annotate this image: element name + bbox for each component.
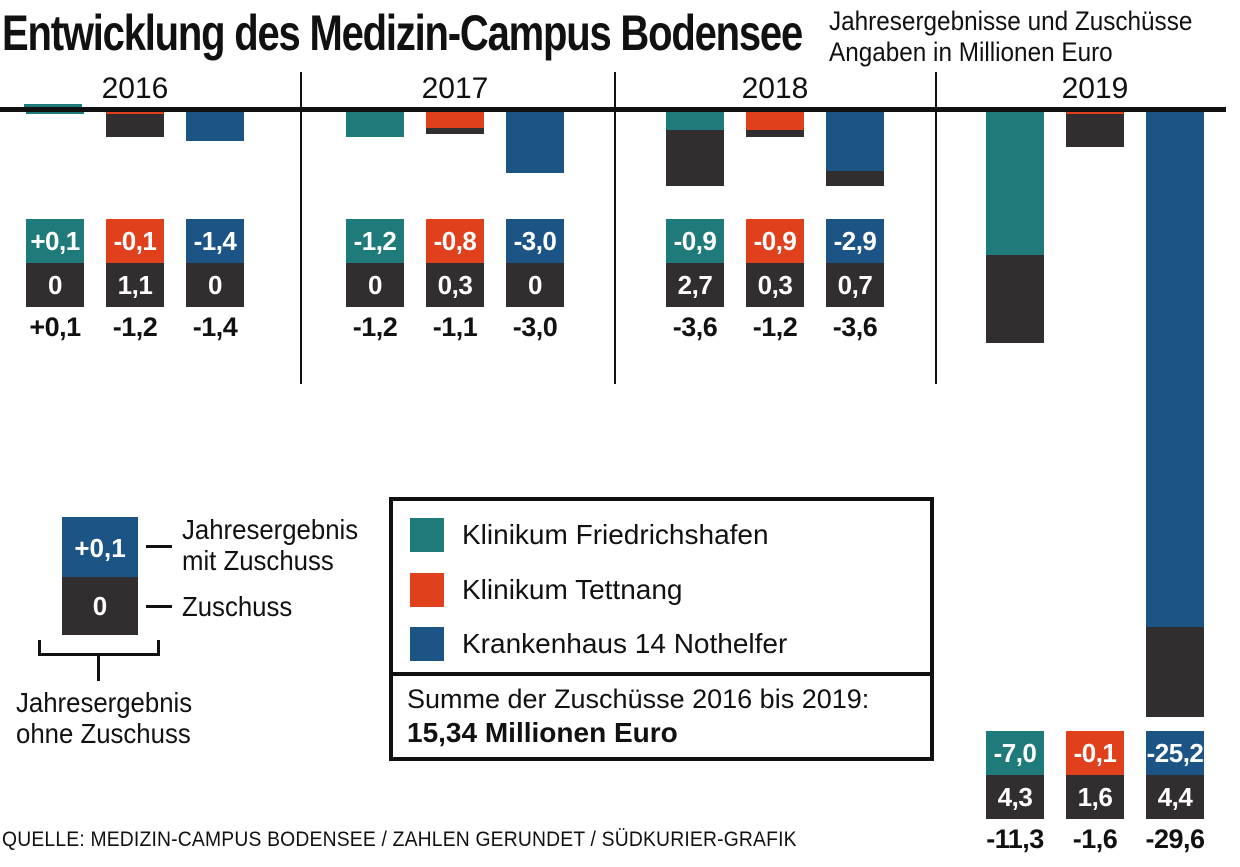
label-subsidy-tettnang-2017: 0,3 [426, 263, 484, 307]
label-result-tettnang-2019: -0,1 [1066, 731, 1124, 775]
key-subsidy-box: 0 [62, 577, 138, 635]
bar-subsidy-tettnang-2019 [1066, 114, 1124, 147]
label-result-nothelfer-2018: -2,9 [826, 219, 884, 263]
year-header-accent [24, 104, 82, 107]
label-subsidy-tettnang-2018: 0,3 [746, 263, 804, 307]
label-subsidy-nothelfer-2017: 0 [506, 263, 564, 307]
label-total-nothelfer-2016: -1,4 [192, 312, 238, 342]
bar-result-nothelfer-2016 [186, 112, 244, 141]
bar-result-friedrichshafen-2017 [346, 112, 404, 137]
label-total-friedrichshafen-2016: +0,1 [29, 312, 81, 342]
label-subsidy-tettnang-2016: 1,1 [106, 263, 164, 307]
bar-subsidy-tettnang-2016 [106, 114, 164, 137]
label-subsidy-nothelfer-2016: 0 [186, 263, 244, 307]
key-result-label-line-2: mit Zuschuss [182, 545, 334, 576]
bar-result-friedrichshafen-2019 [986, 112, 1044, 256]
year-label-2016: 2016 [101, 72, 169, 105]
label-result-friedrichshafen-2017: -1,2 [346, 219, 404, 263]
year-label-2019: 2019 [1061, 72, 1129, 105]
label-total-tettnang-2018: -1,2 [752, 312, 798, 342]
subtitle-line-2: Angaben in Millionen Euro [829, 37, 1113, 67]
bar-result-friedrichshafen-2018 [666, 112, 724, 131]
chart-title: Entwicklung des Medizin-Campus Bodensee [2, 5, 803, 61]
bar-result-tettnang-2016 [106, 112, 164, 115]
bar-subsidy-tettnang-2018 [746, 130, 804, 137]
label-subsidy-friedrichshafen-2017: 0 [346, 263, 404, 307]
legend-divider [393, 672, 930, 676]
year-label-2018: 2018 [741, 72, 809, 105]
bar-subsidy-tettnang-2017 [426, 128, 484, 135]
label-result-nothelfer-2019: -25,2 [1146, 731, 1204, 775]
label-subsidy-nothelfer-2019: 4,4 [1146, 775, 1204, 819]
label-total-tettnang-2017: -1,1 [432, 312, 478, 342]
label-total-friedrichshafen-2019: -11,3 [986, 824, 1044, 854]
bar-result-nothelfer-2018 [826, 112, 884, 172]
year-separator [300, 72, 302, 384]
summe-value: 15,34 Millionen Euro [407, 717, 678, 748]
legend-label-nothelfer: Krankenhaus 14 Nothelfer [462, 628, 788, 659]
legend-swatch-nothelfer [410, 627, 444, 661]
bar-subsidy-nothelfer-2019 [1146, 627, 1204, 718]
label-total-nothelfer-2019: -29,6 [1145, 824, 1205, 854]
label-result-tettnang-2018: -0,9 [746, 219, 804, 263]
label-subsidy-friedrichshafen-2016: 0 [26, 263, 84, 307]
year-separator [614, 72, 616, 384]
key-bottom-label-line-1: Jahresergebnis [16, 687, 193, 718]
legend-label-tettnang: Klinikum Tettnang [462, 574, 683, 605]
label-result-nothelfer-2016: -1,4 [186, 219, 244, 263]
chart-subtitle: Jahresergebnisse und Zuschüsse Angaben i… [829, 6, 1192, 68]
legend: Klinikum Friedrichshafen Klinikum Tettna… [389, 497, 934, 761]
zero-axis-line [0, 107, 1226, 112]
label-subsidy-tettnang-2019: 1,6 [1066, 775, 1124, 819]
summe-label: Summe der Zuschüsse 2016 bis 2019: [407, 684, 870, 714]
label-subsidy-nothelfer-2018: 0,7 [826, 263, 884, 307]
key-subsidy-dash [146, 605, 172, 608]
key-bottom-label-line-2: ohne Zuschuss [16, 718, 191, 749]
year-separator [935, 72, 937, 384]
label-result-nothelfer-2017: -3,0 [506, 219, 564, 263]
legend-label-friedrichshafen: Klinikum Friedrichshafen [462, 519, 769, 550]
bar-subsidy-friedrichshafen-2018 [666, 130, 724, 186]
label-total-tettnang-2019: -1,6 [1072, 824, 1118, 854]
key-result-label-line-1: Jahresergebnis [182, 514, 359, 545]
bar-result-friedrichshafen-2016 [26, 112, 84, 115]
label-total-friedrichshafen-2018: -3,6 [672, 312, 718, 342]
key-result-dash [146, 545, 172, 548]
label-total-tettnang-2016: -1,2 [112, 312, 158, 342]
key-result-box: +0,1 [62, 517, 138, 577]
bar-result-tettnang-2019 [1066, 112, 1124, 115]
key-subsidy-label: Zuschuss [182, 591, 293, 622]
bar-result-nothelfer-2019 [1146, 112, 1204, 628]
bar-result-nothelfer-2017 [506, 112, 564, 174]
key-bracket-right [157, 640, 160, 656]
key-result-label: Jahresergebnis mit Zuschuss [182, 514, 358, 576]
label-subsidy-friedrichshafen-2019: 4,3 [986, 775, 1044, 819]
key-bottom-label: Jahresergebnis ohne Zuschuss [16, 687, 192, 749]
label-total-nothelfer-2018: -3,6 [832, 312, 878, 342]
bar-result-tettnang-2018 [746, 112, 804, 131]
key-bracket-stem [97, 655, 100, 681]
subtitle-line-1: Jahresergebnisse und Zuschüsse [829, 6, 1193, 36]
year-label-2017: 2017 [421, 72, 489, 105]
bar-subsidy-nothelfer-2018 [826, 171, 884, 186]
label-result-friedrichshafen-2016: +0,1 [26, 219, 84, 263]
key-bracket [38, 653, 160, 656]
bar-result-tettnang-2017 [426, 112, 484, 129]
key-bracket-left [38, 640, 41, 656]
source-note: QUELLE: MEDIZIN-CAMPUS BODENSEE / ZAHLEN… [2, 828, 797, 851]
label-subsidy-friedrichshafen-2018: 2,7 [666, 263, 724, 307]
label-total-nothelfer-2017: -3,0 [512, 312, 558, 342]
label-result-friedrichshafen-2018: -0,9 [666, 219, 724, 263]
label-total-friedrichshafen-2017: -1,2 [352, 312, 398, 342]
legend-swatch-tettnang [410, 573, 444, 607]
bar-subsidy-friedrichshafen-2019 [986, 255, 1044, 344]
label-result-tettnang-2017: -0,8 [426, 219, 484, 263]
label-result-tettnang-2016: -0,1 [106, 219, 164, 263]
label-result-friedrichshafen-2019: -7,0 [986, 731, 1044, 775]
legend-swatch-friedrichshafen [410, 518, 444, 552]
